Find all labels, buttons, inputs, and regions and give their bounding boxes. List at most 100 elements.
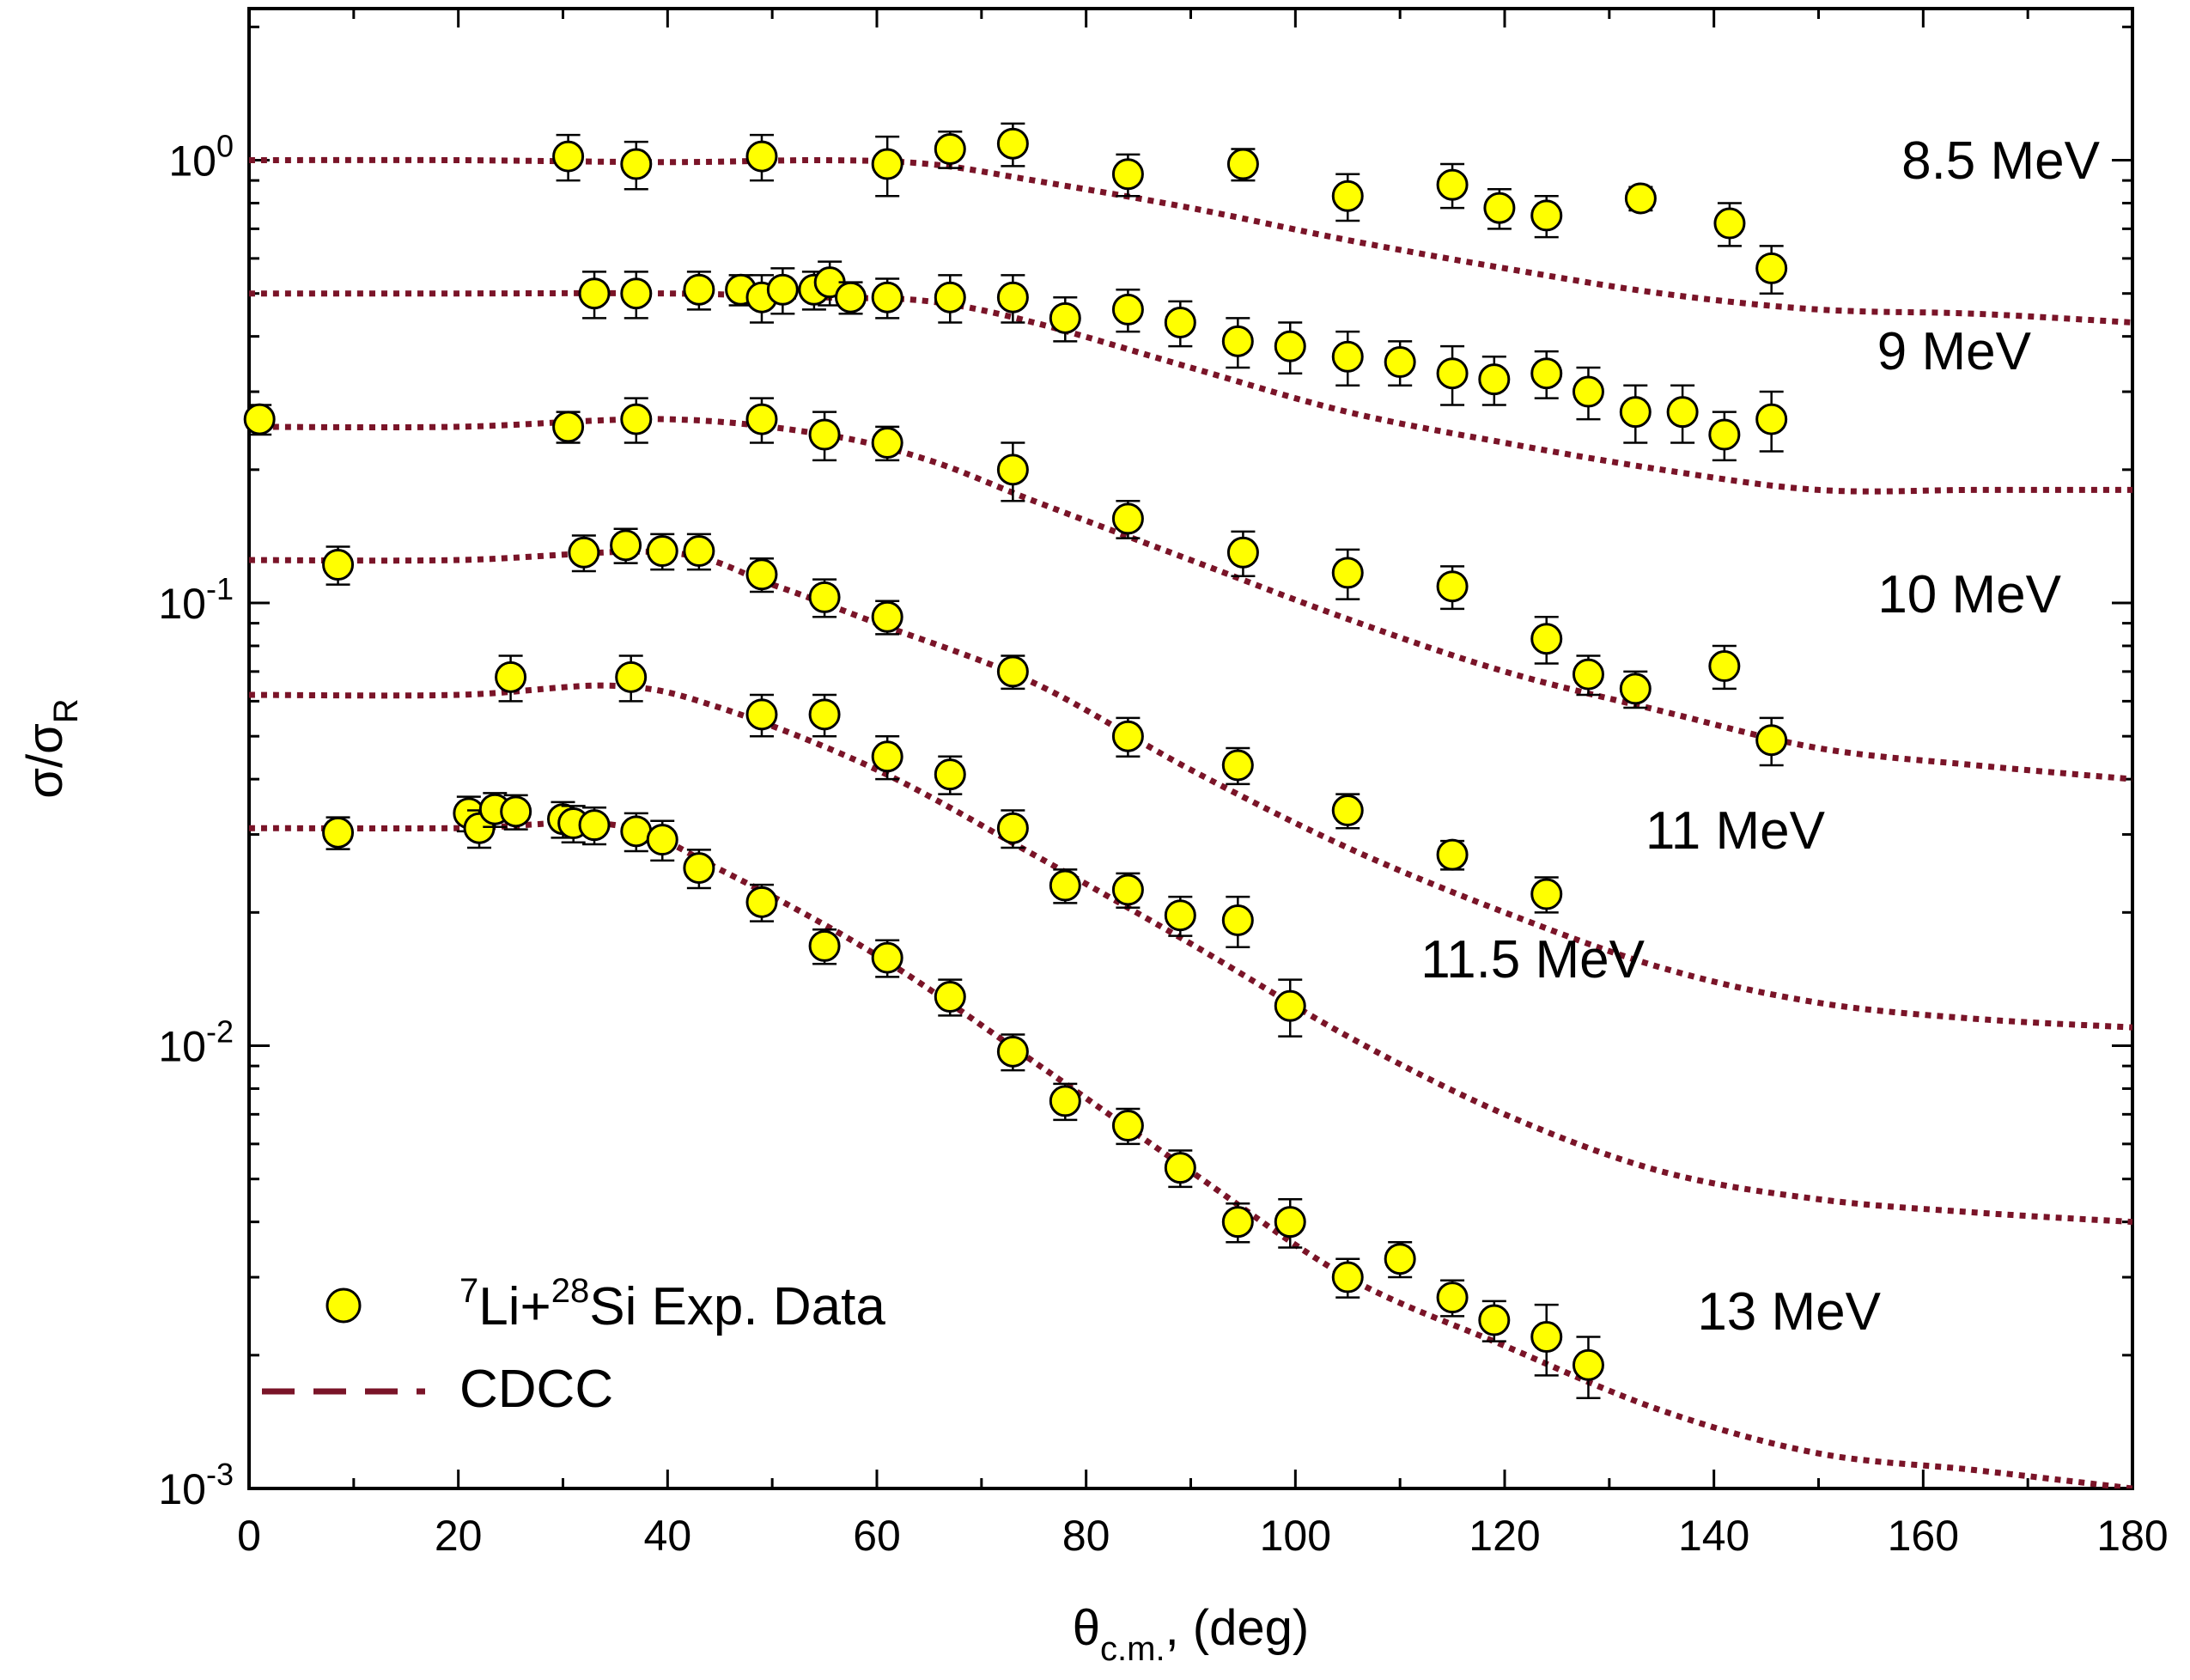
energy-label: 11 MeV [1646, 801, 1826, 861]
data-marker [1619, 673, 1652, 705]
data-point [1111, 153, 1144, 198]
data-point [1572, 654, 1604, 697]
data-marker [808, 581, 841, 613]
data-point [871, 135, 903, 198]
cdcc-curve [249, 156, 2132, 326]
cdcc-curve-group [249, 682, 2132, 1226]
cdcc-curve-group [249, 548, 2132, 1031]
data-point [871, 939, 903, 978]
data-marker [871, 740, 903, 773]
data-marker [1111, 873, 1144, 906]
x-tick-label: 140 [1678, 1512, 1749, 1560]
cdcc-curve [249, 819, 2132, 1488]
data-marker [1478, 1304, 1511, 1336]
cdcc-curve-group [249, 819, 2132, 1488]
data-point [552, 411, 585, 444]
data-point [1436, 1279, 1469, 1318]
data-marker [646, 535, 678, 568]
data-marker [871, 427, 903, 460]
data-marker [1049, 1085, 1081, 1117]
data-point [996, 274, 1029, 324]
data-point [683, 533, 715, 571]
data-marker [578, 277, 611, 310]
cdcc-curve [249, 416, 2132, 782]
data-marker [1384, 1243, 1416, 1275]
data-point [1164, 1149, 1196, 1189]
data-point [1111, 716, 1144, 758]
data-point [934, 274, 966, 324]
data-point [322, 545, 355, 586]
data-marker [1111, 293, 1144, 326]
data-point [646, 819, 678, 862]
data-marker [1226, 148, 1259, 180]
data-point [1331, 548, 1364, 600]
data-marker [1111, 158, 1144, 191]
data-marker [1331, 557, 1364, 589]
data-point [1049, 868, 1081, 904]
data-marker [1221, 904, 1254, 936]
data-point [1226, 148, 1259, 182]
data-point [1478, 355, 1511, 406]
data-marker [996, 281, 1029, 313]
data-point [578, 807, 611, 846]
data-marker [1755, 252, 1788, 284]
data-point [1572, 1336, 1604, 1400]
data-point [1049, 295, 1081, 343]
data-marker [1572, 375, 1604, 408]
data-marker [1530, 1320, 1563, 1353]
data-marker [1666, 396, 1699, 429]
data-point [766, 267, 799, 315]
x-tick-label: 80 [1062, 1512, 1110, 1560]
data-point [578, 271, 611, 320]
data-marker [808, 698, 841, 731]
data-points-group [243, 122, 1788, 1400]
data-point [1164, 300, 1196, 348]
data-marker [646, 824, 678, 856]
data-marker [683, 273, 715, 306]
data-marker [1274, 989, 1306, 1022]
data-marker [1049, 301, 1081, 334]
data-point [1384, 1240, 1416, 1279]
data-point [745, 397, 778, 444]
data-marker [1111, 502, 1144, 535]
data-marker [1755, 724, 1788, 757]
data-point [1384, 340, 1416, 387]
data-marker [835, 281, 867, 313]
data-marker [745, 403, 778, 435]
data-marker [1221, 325, 1254, 357]
data-point [996, 122, 1029, 167]
data-marker [1708, 650, 1741, 683]
energy-labels-group: 8.5 MeV 9 MeV 10 MeV 11 MeV 11.5 MeV 13 MeV [1420, 131, 2100, 1342]
data-point [808, 928, 841, 965]
data-point [620, 812, 653, 853]
data-point [808, 411, 841, 462]
data-point [745, 133, 778, 182]
data-marker [1384, 346, 1416, 379]
y-tick-label: 10-2 [158, 1014, 234, 1071]
cdcc-curve [249, 548, 2132, 1031]
data-point [1483, 188, 1516, 230]
data-marker [1530, 357, 1563, 390]
data-marker [1530, 199, 1563, 232]
data-point [568, 534, 600, 573]
data-point [1111, 289, 1144, 333]
data-marker [934, 281, 966, 313]
y-tick-label: 100 [168, 129, 234, 186]
data-marker [996, 127, 1029, 160]
data-point [1619, 384, 1652, 444]
data-marker [871, 148, 903, 180]
plot-frame [247, 7, 2134, 1490]
data-point [620, 140, 653, 191]
cdcc-curve [249, 289, 2132, 495]
cdcc-curve-group [249, 416, 2132, 782]
energy-label: 8.5 MeV [1901, 131, 2101, 191]
x-tick-label: 20 [435, 1512, 483, 1560]
data-point [1331, 793, 1364, 830]
data-point [1049, 1082, 1081, 1122]
data-marker [610, 529, 642, 562]
x-tick-label: 120 [1469, 1512, 1540, 1560]
data-point [1331, 330, 1364, 387]
data-marker [683, 535, 715, 568]
data-marker [243, 403, 276, 435]
data-point [1274, 978, 1306, 1038]
